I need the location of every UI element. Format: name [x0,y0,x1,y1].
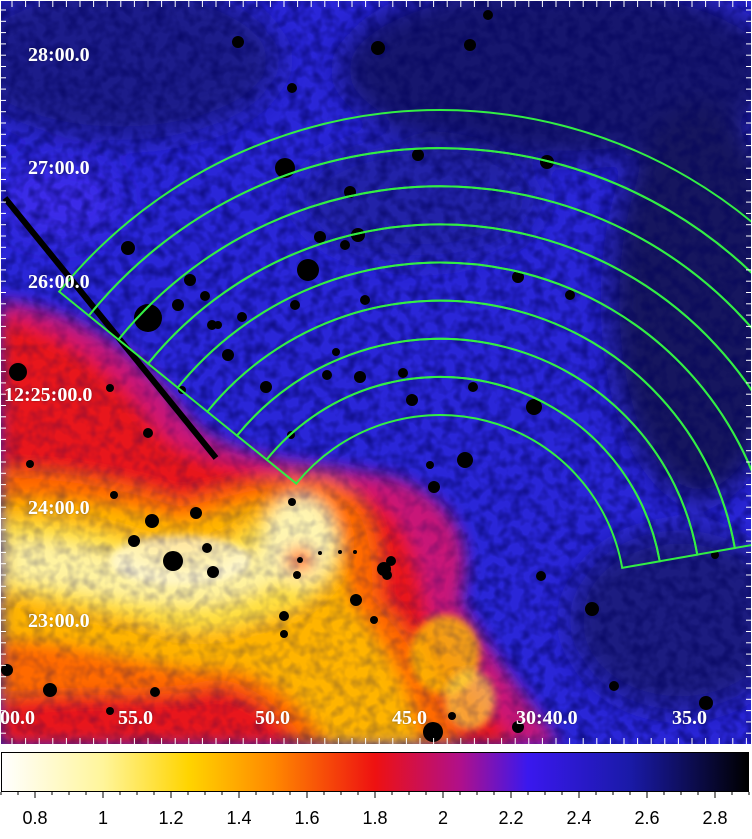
dec-label: 28:00.0 [28,44,90,66]
colorbar-tick-label: 2.8 [702,808,728,828]
ra-label: 50.0 [255,707,290,729]
colorbar-tick-label: 2.6 [634,808,660,828]
ra-label: 45.0 [392,707,427,729]
annular-sector-regions [57,109,752,570]
ra-label: 55.0 [118,707,153,729]
chip-gap [2,196,219,460]
ra-label: 35.0 [672,707,707,729]
dec-label: 26:00.0 [28,271,90,293]
colorbar-tick-label: 1.4 [226,808,252,828]
dec-label: 24:00.0 [28,497,90,519]
ra-label: 30:40.0 [516,707,578,729]
texture-2 [0,0,752,745]
ra-label: 00.0 [0,707,35,729]
colorbar-tick-label: 1.8 [362,808,388,828]
dec-label: 12:25:00.0 [4,384,93,406]
colorbar-ticks [0,792,750,798]
colorbar-tick-label: 1.2 [158,808,184,828]
temperature-map [0,0,752,745]
colorbar-tick-label: 1.6 [294,808,320,828]
colorbar-tick-label: 1 [97,808,109,828]
colorbar-tick-label: 2 [437,808,449,828]
masked-sources [1,10,719,742]
colorbar-tick-label: 2.2 [498,808,524,828]
axis-ticks [0,0,752,745]
dec-label: 27:00.0 [28,157,90,179]
colorbar [1,752,749,792]
colorbar-tick-label: 0.8 [22,808,48,828]
dec-label: 23:00.0 [28,610,90,632]
colorbar-tick-label: 2.4 [566,808,592,828]
annulus-region [57,109,752,318]
